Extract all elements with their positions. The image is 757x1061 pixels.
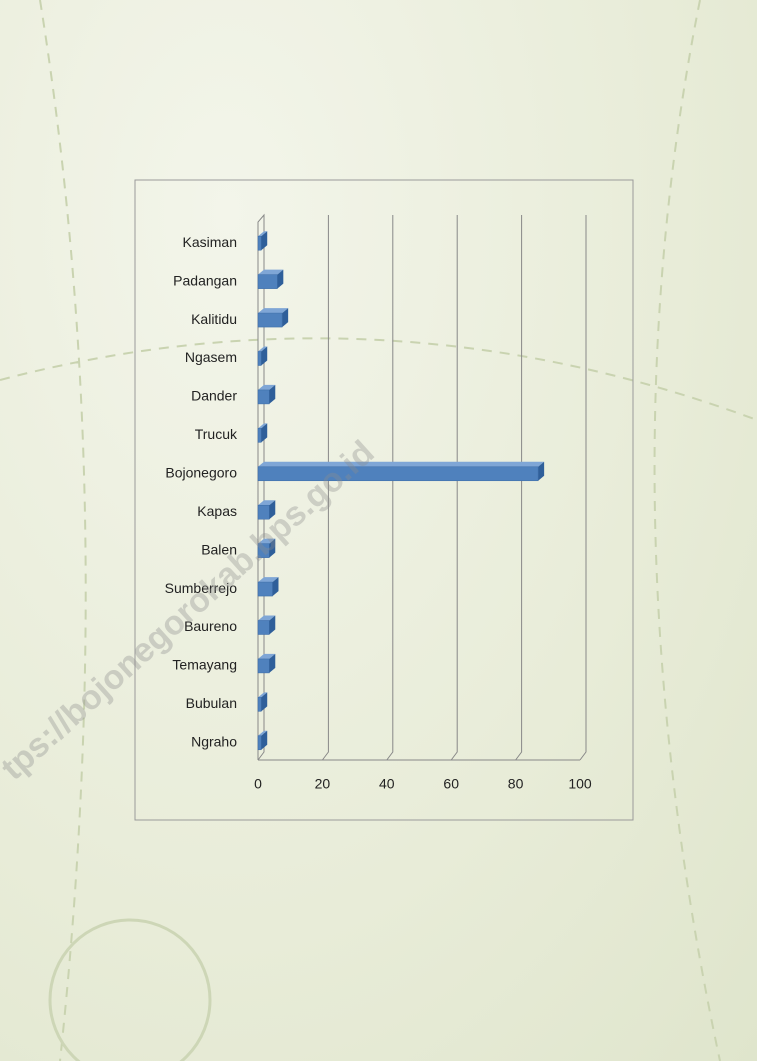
x-tick-label: 80 [508, 776, 524, 792]
y-tick-label: Kalitidu [191, 311, 237, 327]
bar-face [257, 504, 270, 520]
bar [257, 308, 289, 328]
y-tick-label: Bojonegoro [165, 464, 237, 480]
bar-face [258, 346, 268, 352]
y-tick-label: Temayang [172, 657, 237, 673]
bar-face [257, 312, 283, 328]
bar-face [258, 231, 268, 237]
bar-face [257, 274, 278, 289]
bar-face [258, 423, 268, 429]
bar-face [261, 692, 268, 712]
grid-line [579, 215, 587, 761]
bar-face [258, 653, 276, 659]
y-tick-label: Sumberrejo [165, 580, 238, 596]
x-tick-label: 0 [254, 776, 262, 792]
wheel-decoration [48, 918, 212, 1061]
bar-face [258, 730, 268, 736]
bar-face [257, 697, 262, 712]
bar-face [258, 500, 276, 506]
x-tick-label: 100 [568, 776, 592, 792]
bar-face [538, 461, 545, 481]
bar [257, 423, 268, 443]
bar-face [257, 735, 262, 751]
bar-face [269, 615, 276, 635]
bar-face [257, 581, 273, 597]
y-tick-label: Ngraho [191, 733, 237, 749]
y-tick-label: Balen [201, 541, 237, 557]
bar-face [261, 346, 268, 366]
grid-line [450, 215, 458, 761]
x-tick-label: 40 [379, 776, 395, 792]
bar-face [282, 308, 289, 328]
axis-wall [257, 213, 265, 760]
bar [257, 538, 276, 558]
bar-face [257, 428, 262, 443]
bar-face [258, 615, 276, 621]
bar-face [258, 269, 284, 275]
bar-face [257, 658, 270, 674]
bar-face [269, 384, 276, 404]
bar-face [277, 269, 284, 289]
bar-face [257, 466, 539, 482]
bar-face [261, 730, 268, 750]
y-tick-label: Ngasem [185, 349, 237, 365]
grid-line [386, 215, 394, 761]
bar [257, 461, 545, 482]
bar-face [257, 351, 262, 366]
bar-face [261, 423, 268, 443]
y-tick-label: Bubulan [186, 695, 237, 711]
x-tick-label: 60 [443, 776, 459, 792]
bar [257, 231, 268, 251]
y-tick-label: Baureno [184, 618, 237, 634]
bar [257, 615, 276, 635]
bar-face [257, 620, 270, 635]
y-tick-label: Padangan [173, 272, 237, 288]
bar [257, 577, 279, 597]
bar-face [258, 308, 289, 314]
x-tick-label: 20 [315, 776, 331, 792]
bar-face [257, 389, 270, 405]
bar-face [269, 538, 276, 558]
grid-line [515, 215, 523, 761]
bar-face [258, 461, 545, 467]
y-tick-label: Kapas [197, 503, 237, 519]
y-tick-label: Trucuk [195, 426, 238, 442]
bar [257, 730, 268, 751]
grid-line [321, 215, 329, 761]
bar-face [257, 235, 262, 251]
bar-face [258, 384, 276, 390]
y-tick-label: Dander [191, 388, 237, 404]
bar-face [261, 231, 268, 251]
bar-face [269, 500, 276, 520]
bar [257, 500, 276, 520]
bar [257, 692, 268, 712]
bar-face [272, 577, 279, 597]
y-tick-label: Kasiman [183, 234, 237, 250]
bar-face [269, 653, 276, 673]
bar [257, 346, 268, 366]
bar-face [258, 538, 276, 544]
grid-line [257, 215, 265, 761]
bar-face [258, 577, 279, 583]
chart-frame [134, 179, 634, 821]
bar [257, 653, 276, 674]
bar [257, 384, 276, 405]
bar-face [258, 692, 268, 698]
bar [257, 269, 284, 289]
bar-face [257, 543, 270, 558]
